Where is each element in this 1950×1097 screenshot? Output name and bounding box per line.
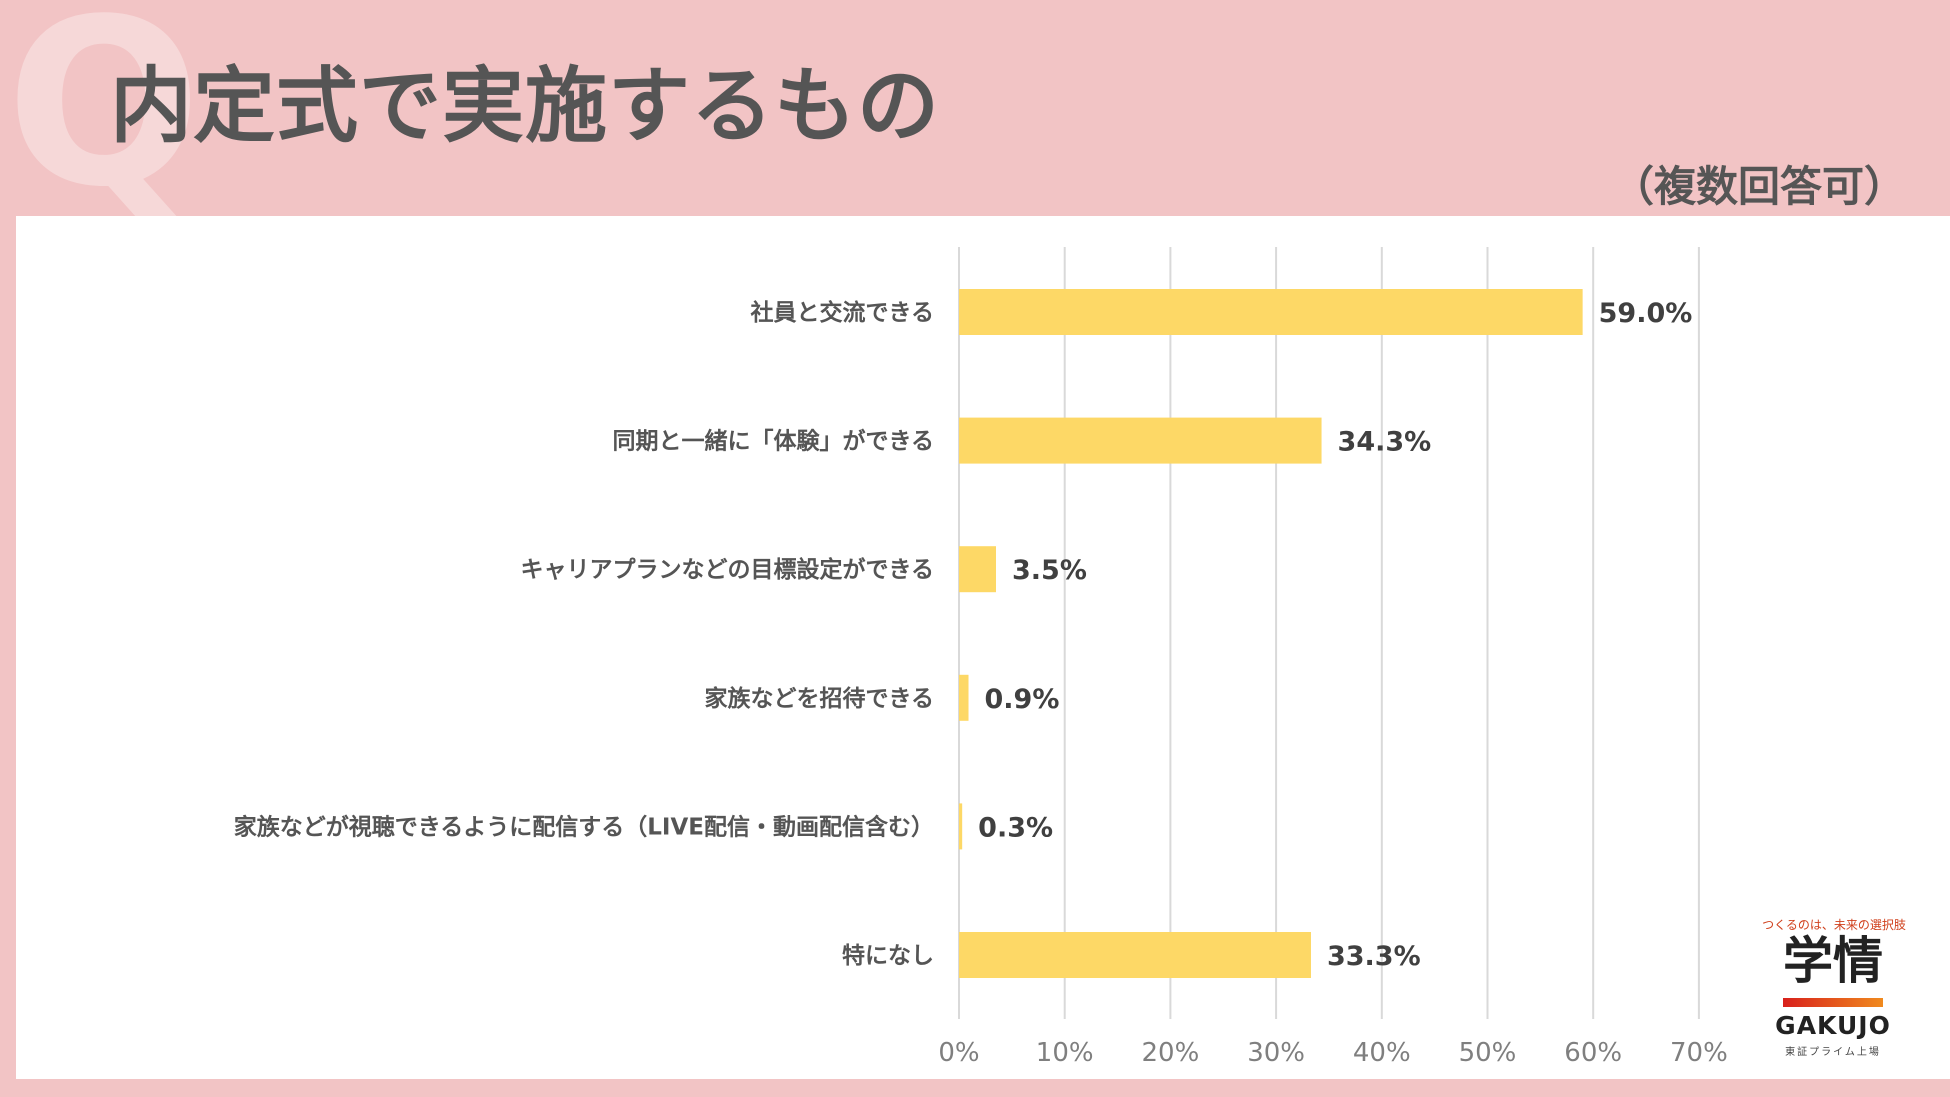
value-label: 34.3% bbox=[1338, 427, 1432, 458]
bar-4 bbox=[959, 674, 969, 721]
value-label: 0.3% bbox=[978, 812, 1053, 843]
gakujo-logo: つくるのは、未来の選択肢 学情 GAKUJO 東証プライム上場 bbox=[1762, 912, 1906, 1062]
page-title: 内定式で実施するもの bbox=[110, 59, 941, 154]
bar-2 bbox=[959, 417, 1322, 464]
x-tick-label: 40% bbox=[1353, 1038, 1411, 1068]
logo-kanji: 学情 bbox=[1783, 932, 1883, 990]
x-tick-label: 0% bbox=[938, 1038, 979, 1068]
x-tick-label: 30% bbox=[1247, 1038, 1305, 1068]
x-tick-label: 10% bbox=[1036, 1038, 1094, 1068]
bar-1 bbox=[959, 289, 1583, 335]
category-label: 同期と一緒に「体験」ができる bbox=[612, 428, 934, 455]
bars bbox=[959, 289, 1583, 978]
bar-chart: 0% 10% 20% 30% 40% 50% 60% 70% 社員と交流できる 59.0% 同期と一… bbox=[234, 247, 1728, 1068]
category-label: 社員と交流できる bbox=[750, 299, 934, 326]
x-tick-label: 60% bbox=[1564, 1038, 1622, 1068]
logo-name: GAKUJO bbox=[1775, 1011, 1891, 1040]
category-label: 家族などを招待できる bbox=[704, 685, 934, 712]
category-label: 特になし bbox=[842, 943, 934, 969]
logo-tagline: つくるのは、未来の選択肢 bbox=[1762, 918, 1906, 932]
value-label: 0.9% bbox=[985, 684, 1060, 715]
value-label: 59.0% bbox=[1599, 298, 1693, 329]
chart-panel: 0% 10% 20% 30% 40% 50% 60% 70% 社員と交流できる 59.0% 同期と一… bbox=[16, 216, 1950, 1079]
value-label: 33.3% bbox=[1327, 941, 1421, 972]
labels: 0% 10% 20% 30% 40% 50% 60% 70% 社員と交流できる 59.0% 同期と一… bbox=[234, 298, 1728, 1068]
value-label: 3.5% bbox=[1012, 555, 1087, 586]
logo-listing: 東証プライム上場 bbox=[1785, 1047, 1881, 1058]
q-watermark: Q bbox=[6, 0, 202, 238]
category-label: 家族などが視聴できるように配信する（LIVE配信・動画配信含む） bbox=[234, 813, 934, 840]
x-tick-label: 20% bbox=[1142, 1038, 1200, 1068]
gridlines bbox=[958, 247, 1700, 1019]
bar-6 bbox=[959, 932, 1311, 978]
category-label: キャリアプランなどの目標設定ができる bbox=[520, 556, 934, 583]
bar-3 bbox=[959, 546, 996, 593]
multiple-answer-note: （複数回答可） bbox=[1611, 162, 1906, 211]
x-tick-label: 70% bbox=[1670, 1038, 1728, 1068]
bar-5 bbox=[959, 803, 963, 850]
logo-accent-bar bbox=[1783, 998, 1883, 1007]
x-tick-label: 50% bbox=[1459, 1038, 1517, 1068]
